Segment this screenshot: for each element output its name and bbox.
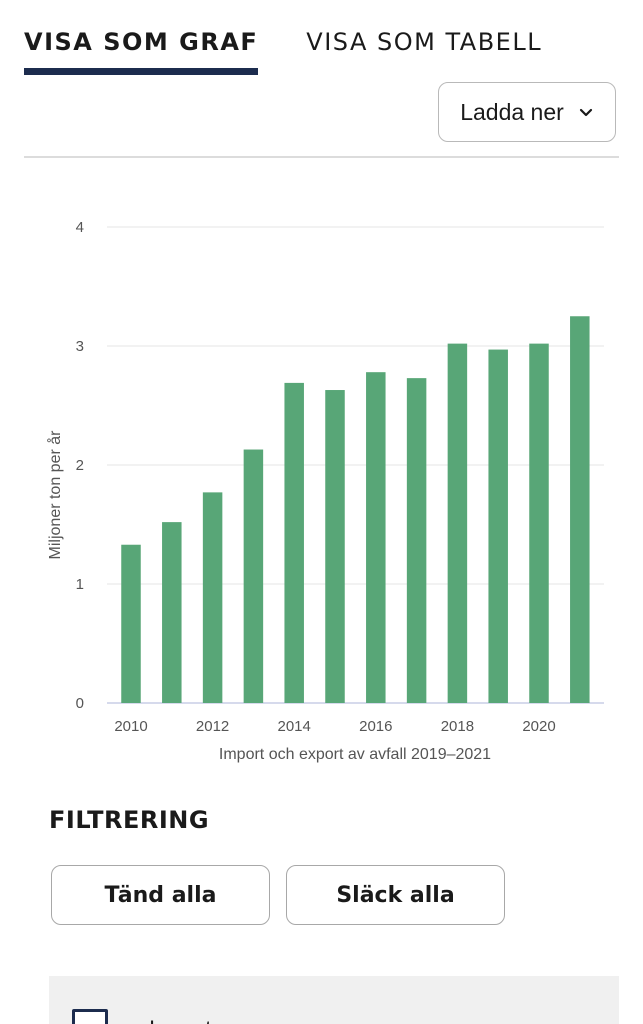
download-button-label: Ladda ner [460, 98, 564, 125]
series-checkbox-import[interactable] [72, 1009, 108, 1024]
x-axis-title: Import och export av avfall 2019–2021 [219, 746, 491, 763]
bar [529, 343, 549, 703]
x-tick-label: 2018 [441, 718, 474, 735]
x-tick-label: 2010 [114, 718, 147, 735]
tab-show-table[interactable]: VISA SOM TABELL [306, 28, 543, 56]
bar [406, 378, 427, 703]
y-tick-label: 4 [76, 219, 84, 236]
bar [284, 382, 304, 703]
bar-chart: 0 1 2 3 4 2010 2012 2014 2016 2018 2020 Import och … [46, 219, 604, 763]
bar [488, 349, 508, 703]
y-axis-title: Miljoner ton per år [46, 430, 64, 560]
turn-on-all-button[interactable]: Tänd alla [51, 865, 270, 925]
series-label-import: Import [149, 1016, 211, 1024]
bar [202, 492, 223, 703]
turn-off-all-button[interactable]: Släck alla [286, 865, 505, 925]
filter-heading: FILTRERING [49, 806, 210, 834]
y-tick-label: 0 [76, 695, 84, 712]
series-filter-panel: Import [49, 976, 619, 1024]
tab-show-graph[interactable]: VISA SOM GRAF [24, 28, 259, 75]
x-tick-label: 2012 [196, 718, 229, 735]
download-button[interactable]: Ladda ner [438, 82, 616, 142]
bar [162, 522, 182, 703]
chevron-down-icon [579, 108, 592, 117]
bar [325, 390, 345, 703]
bar [447, 343, 468, 703]
bar [121, 544, 141, 703]
bar [366, 372, 386, 703]
bar [570, 316, 590, 703]
divider [24, 156, 619, 158]
view-tabs: VISA SOM GRAF VISA SOM TABELL [24, 28, 542, 75]
y-tick-label: 2 [76, 457, 84, 474]
bar [243, 449, 264, 703]
x-tick-label: 2020 [522, 718, 555, 735]
x-tick-label: 2016 [359, 718, 392, 735]
y-tick-label: 3 [76, 338, 84, 355]
y-tick-label: 1 [76, 576, 84, 593]
x-tick-label: 2014 [278, 718, 311, 735]
